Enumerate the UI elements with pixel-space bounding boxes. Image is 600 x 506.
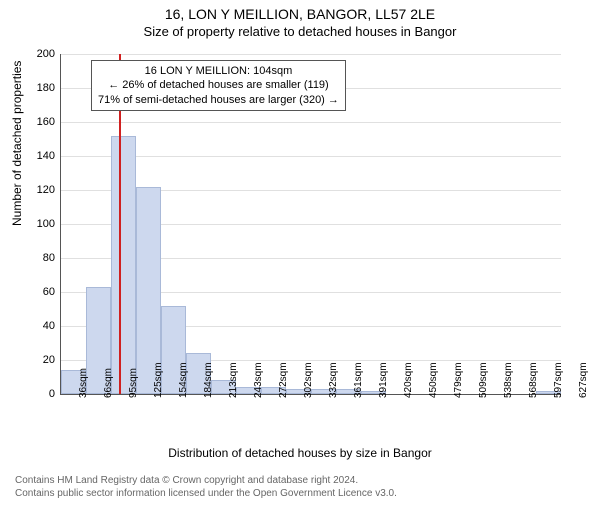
x-tick-label: 627sqm — [578, 362, 589, 398]
gridline — [61, 54, 561, 55]
annotation-line: ← 26% of detached houses are smaller (11… — [98, 78, 339, 92]
gridline — [61, 156, 561, 157]
page-title: 16, LON Y MEILLION, BANGOR, LL57 2LE — [0, 6, 600, 22]
annotation-box: 16 LON Y MEILLION: 104sqm ← 26% of detac… — [91, 60, 346, 111]
y-tick-label: 120 — [37, 184, 55, 196]
x-tick-label: 125sqm — [153, 362, 164, 398]
annotation-line: 16 LON Y MEILLION: 104sqm — [98, 64, 339, 78]
x-tick-label: 243sqm — [253, 362, 264, 398]
x-tick-label: 95sqm — [128, 368, 139, 398]
x-tick-label: 450sqm — [428, 362, 439, 398]
x-tick-label: 479sqm — [453, 362, 464, 398]
y-tick-label: 0 — [49, 388, 55, 400]
y-tick-label: 60 — [43, 286, 55, 298]
x-tick-label: 420sqm — [403, 362, 414, 398]
y-axis-label: Number of detached properties — [10, 61, 24, 226]
gridline — [61, 122, 561, 123]
y-tick-label: 40 — [43, 320, 55, 332]
y-tick-label: 140 — [37, 150, 55, 162]
x-tick-label: 361sqm — [353, 362, 364, 398]
x-tick-label: 597sqm — [553, 362, 564, 398]
y-tick-label: 200 — [37, 48, 55, 60]
x-tick-label: 154sqm — [178, 362, 189, 398]
x-tick-label: 391sqm — [378, 362, 389, 398]
x-tick-label: 184sqm — [203, 362, 214, 398]
x-tick-label: 272sqm — [278, 362, 289, 398]
x-tick-label: 213sqm — [228, 362, 239, 398]
y-tick-label: 100 — [37, 218, 55, 230]
x-tick-label: 509sqm — [478, 362, 489, 398]
y-tick-label: 20 — [43, 354, 55, 366]
footer-attribution: Contains HM Land Registry data © Crown c… — [15, 475, 397, 500]
x-tick-label: 36sqm — [78, 368, 89, 398]
x-tick-label: 66sqm — [103, 368, 114, 398]
x-axis-label: Distribution of detached houses by size … — [0, 446, 600, 460]
x-tick-label: 538sqm — [503, 362, 514, 398]
x-tick-label: 332sqm — [328, 362, 339, 398]
y-tick-label: 80 — [43, 252, 55, 264]
x-tick-label: 568sqm — [528, 362, 539, 398]
page-subtitle: Size of property relative to detached ho… — [0, 24, 600, 39]
annotation-line: 71% of semi-detached houses are larger (… — [98, 93, 339, 107]
footer-line: Contains HM Land Registry data © Crown c… — [15, 475, 397, 488]
histogram-bar — [111, 136, 136, 394]
y-tick-label: 180 — [37, 82, 55, 94]
plot-region: 02040608010012014016018020036sqm66sqm95s… — [60, 54, 561, 395]
x-tick-label: 302sqm — [303, 362, 314, 398]
footer-line: Contains public sector information licen… — [15, 488, 397, 501]
y-tick-label: 160 — [37, 116, 55, 128]
chart-area: 02040608010012014016018020036sqm66sqm95s… — [60, 54, 580, 444]
